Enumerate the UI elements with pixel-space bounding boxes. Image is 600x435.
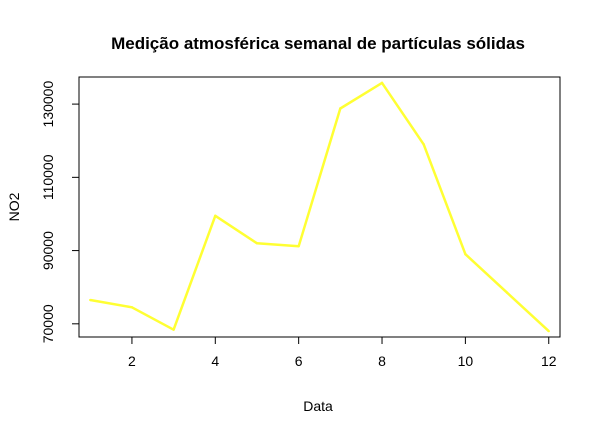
y-tick-label: 110000 <box>40 154 56 200</box>
data-point <box>380 81 384 85</box>
data-point <box>422 143 425 146</box>
data-point <box>547 329 550 333</box>
y-axis: 70000 90000 110000 130000 <box>40 81 80 343</box>
data-point <box>255 242 259 245</box>
data-point <box>505 291 509 294</box>
plot-box <box>78 76 561 338</box>
x-tick-label: 8 <box>378 353 386 369</box>
x-axis-label: Data <box>303 398 333 414</box>
series-layer <box>89 81 550 333</box>
x-axis: 2 4 6 8 10 12 <box>128 336 557 369</box>
data-point <box>339 107 342 110</box>
x-tick-label: 2 <box>128 353 136 369</box>
x-tick-label: 12 <box>541 353 557 369</box>
x-tick-label: 10 <box>458 353 474 369</box>
data-point <box>464 253 467 256</box>
chart-title: Medição atmosférica semanal de partícula… <box>111 34 525 53</box>
data-point <box>172 328 175 331</box>
y-tick-label: 130000 <box>40 81 56 128</box>
x-tick-label: 6 <box>295 353 303 369</box>
data-point <box>214 214 217 217</box>
data-point <box>297 244 300 248</box>
series-line <box>90 81 550 333</box>
data-point <box>130 306 134 309</box>
x-tick-label: 4 <box>211 353 219 369</box>
y-tick-label: 90000 <box>40 231 56 270</box>
data-point <box>89 298 92 302</box>
y-tick-label: 70000 <box>40 304 56 343</box>
y-axis-label: NO2 <box>6 192 22 221</box>
